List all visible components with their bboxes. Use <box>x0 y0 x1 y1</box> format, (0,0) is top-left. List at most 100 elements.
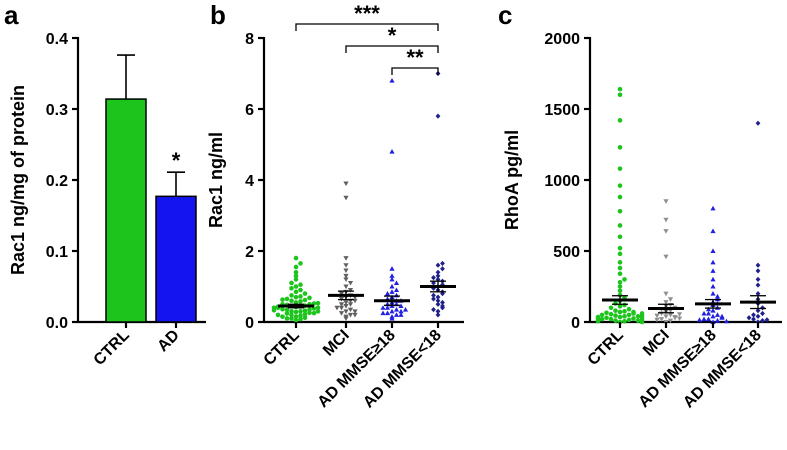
panel-b-point-ad-mmse-18 <box>431 306 436 313</box>
panel-b-significance-label: *** <box>354 1 380 26</box>
panel-b-point-ctrl <box>289 298 294 304</box>
panel-b-point-ad-mmse-18 <box>435 269 441 275</box>
panel-c-point-ctrl <box>617 304 623 309</box>
panel-c-point-mci <box>667 312 674 318</box>
panel-c-point-ctrl <box>595 318 601 323</box>
panel-b-point-ctrl <box>307 307 312 312</box>
panel-b-point-ctrl <box>293 284 299 289</box>
panel-b-point-ctrl <box>271 305 277 311</box>
panel-b-point-mci <box>343 273 349 279</box>
panel-c-point-ctrl <box>631 309 636 315</box>
panel-b-point-mci <box>343 181 349 187</box>
panel-c-point-ad-mmse-18 <box>755 308 761 314</box>
panel-b-point-mci <box>343 284 349 290</box>
panel-b-point-ctrl <box>302 308 308 313</box>
panel-letter-b: b <box>210 0 226 30</box>
panel-c-point-mci <box>663 217 669 223</box>
panel-c-ytick-label: 0 <box>571 315 580 332</box>
panel-b-point-mci <box>347 307 354 313</box>
panel-c-point-ad-mmse-18 <box>714 312 721 317</box>
panel-b-point-ad-mmse-18 <box>393 312 400 317</box>
panel-b-point-mci <box>352 312 358 318</box>
panel-c-point-ad-mmse-18 <box>710 228 716 234</box>
panel-c-point-ctrl <box>617 166 623 171</box>
panel-c-point-ad-mmse-18 <box>710 276 716 282</box>
panel-b-point-ctrl <box>315 309 321 314</box>
panel-b-point-ctrl <box>293 273 299 279</box>
panel-b-point-mci <box>343 314 349 320</box>
panel-b-point-mci <box>343 304 349 309</box>
panel-c-point-ctrl <box>617 118 623 123</box>
panel-c-point-ctrl <box>617 265 623 271</box>
panel-c-point-ad-mmse-18 <box>710 268 716 273</box>
panel-c-point-ad-mmse-18 <box>719 313 725 319</box>
panel-c-point-ctrl <box>639 313 645 318</box>
panel-c-point-mci <box>663 314 669 319</box>
panel-b-point-ctrl <box>298 282 303 288</box>
panel-b-point-ctrl <box>298 287 303 293</box>
panel-b-point-ad-mmse-18 <box>431 285 436 291</box>
panel-b-point-ad-mmse-18 <box>435 308 441 314</box>
panel-c-point-ctrl <box>613 313 618 318</box>
panel-c-point-ctrl <box>635 318 641 323</box>
panel-c-point-ctrl <box>595 314 601 320</box>
panel-b-point-ad-mmse-18 <box>389 289 395 294</box>
panel-c-point-ad-mmse-18 <box>710 308 716 313</box>
panel-b-point-ad-mmse-18 <box>431 280 436 286</box>
panel-b-point-ctrl <box>298 294 303 299</box>
panel-b-ytick-label: 8 <box>245 31 254 48</box>
panel-b-point-ad-mmse-18 <box>435 113 441 119</box>
panel-b-point-ctrl <box>275 312 281 318</box>
panel-c-point-ctrl <box>617 314 623 320</box>
panel-b-point-ad-mmse-18 <box>440 299 445 306</box>
panel-b-ytick-label: 2 <box>245 244 254 261</box>
panel-b-point-ctrl <box>307 295 312 301</box>
panel-c-point-ad-mmse-18 <box>696 317 703 322</box>
panel-b-point-ad-mmse-18 <box>398 312 404 317</box>
panel-c-point-mci <box>663 291 669 297</box>
panel-b-point-ad-mmse-18 <box>398 308 404 314</box>
panel-c-point-ad-mmse-18 <box>710 248 716 253</box>
panel-b-point-ad-mmse-18 <box>440 303 445 309</box>
panel-c-point-ctrl <box>617 145 623 150</box>
panel-c-point-ad-mmse-18 <box>764 317 770 323</box>
panel-b-point-ctrl <box>293 294 299 300</box>
panel-c-ytick-label: 500 <box>553 244 580 261</box>
panel-b-point-ad-mmse-18 <box>431 275 436 281</box>
panel-c-point-ad-mmse-18 <box>723 318 730 324</box>
panel-b-point-mci <box>347 280 354 286</box>
panel-b-point-ctrl <box>280 297 285 302</box>
panel-c-point-ad-mmse-18 <box>760 310 765 317</box>
panel-b-point-mci <box>338 302 345 307</box>
panel-c-point-ad-mmse-18 <box>760 317 765 324</box>
panel-c-point-ad-mmse-18 <box>755 291 761 297</box>
panel-b-point-ctrl <box>293 309 299 315</box>
panel-c-point-ad-mmse-18 <box>755 262 761 268</box>
panel-c-point-ad-mmse-18 <box>760 305 765 311</box>
panel-b-point-ad-mmse-18 <box>398 303 404 309</box>
panel-b-point-mci <box>343 268 349 274</box>
panel-b-point-mci <box>334 305 340 311</box>
panel-b-category-label: MCI <box>320 327 353 360</box>
panel-b-significance-bracket <box>391 67 439 75</box>
panel-c-point-mci <box>667 297 674 302</box>
panel-c-point-ctrl <box>622 309 627 314</box>
panel-b-point-ad-mmse-18 <box>431 292 436 298</box>
panel-c-point-ctrl <box>617 288 623 294</box>
panel-a-ytick-label: 0.4 <box>46 31 68 48</box>
panel-c-point-ctrl <box>626 317 632 323</box>
panel-b-point-ad-mmse-18 <box>380 305 386 310</box>
panel-b-point-mci <box>343 300 349 306</box>
panel-b-point-ctrl <box>293 277 299 282</box>
panel-b-point-ctrl <box>302 315 308 321</box>
panel-b-point-ctrl <box>280 314 285 319</box>
panel-c-point-ctrl <box>622 277 627 282</box>
panel-c-point-ad-mmse-18 <box>755 276 761 282</box>
panel-letter-a: a <box>4 0 19 30</box>
panel-b-point-ctrl <box>284 307 290 313</box>
panel-b-point-ad-mmse-18 <box>440 282 445 288</box>
panel-b-point-ad-mmse-18 <box>393 280 400 285</box>
panel-c-point-ctrl <box>608 311 614 317</box>
panel-b-point-ad-mmse-18 <box>435 312 441 318</box>
